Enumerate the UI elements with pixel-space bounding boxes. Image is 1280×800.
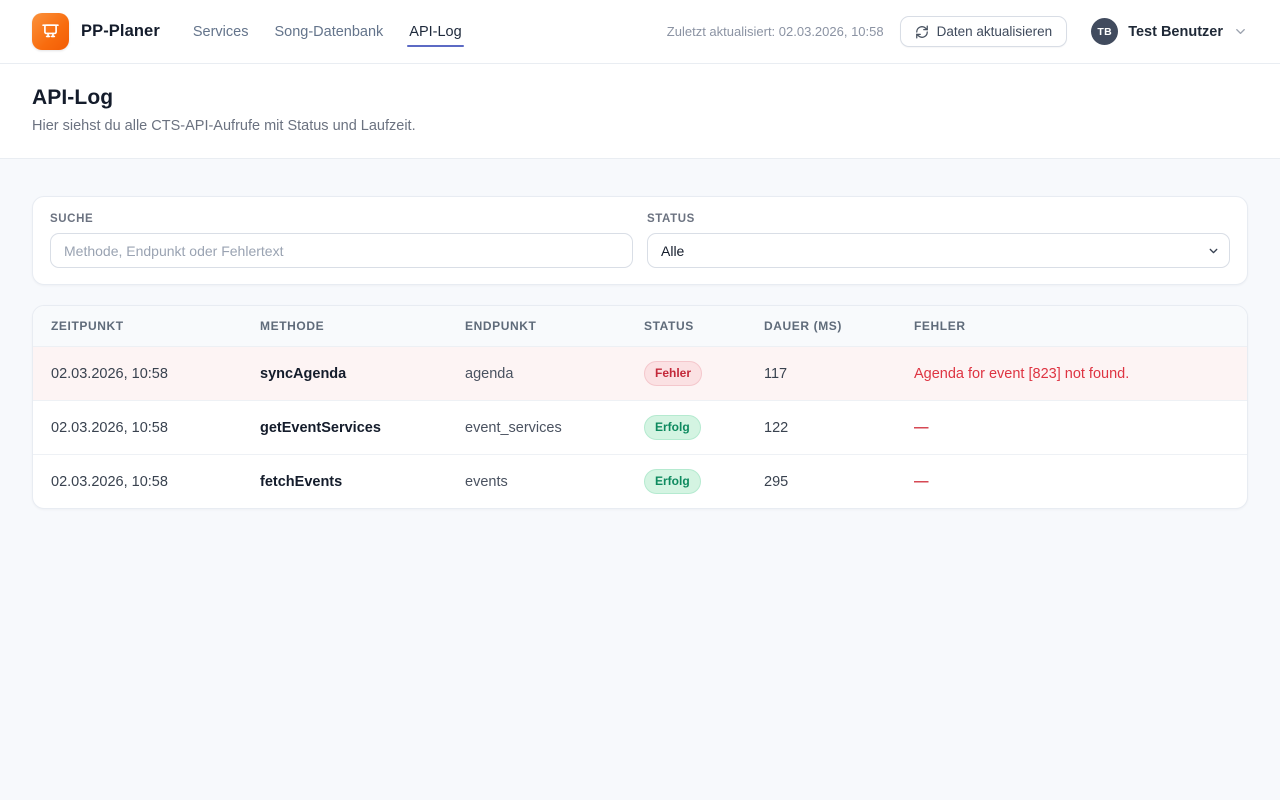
search-input[interactable] — [50, 233, 633, 268]
refresh-data-button[interactable]: Daten aktualisieren — [899, 16, 1068, 47]
page-title: API-Log — [32, 86, 114, 109]
cell-fehler: — — [914, 473, 929, 490]
col-fehler: FEHLER — [896, 306, 1247, 347]
status-field-group: STATUS Alle — [647, 213, 1230, 268]
table-body: 02.03.2026, 10:58 syncAgenda agenda Fehl… — [33, 346, 1247, 509]
nav-item-services[interactable]: Services — [192, 23, 249, 40]
refresh-icon — [915, 25, 928, 38]
topbar-right: Zuletzt aktualisiert: 02.03.2026, 10:58 … — [667, 16, 1248, 47]
cell-dauer: 117 — [746, 346, 896, 401]
col-dauer: DAUER (MS) — [746, 306, 896, 347]
search-label: SUCHE — [50, 213, 94, 225]
api-log-table-card: ZEITPUNKT METHODE ENDPUNKT STATUS DAUER … — [32, 305, 1248, 509]
col-zeitpunkt: ZEITPUNKT — [33, 306, 242, 347]
col-endpunkt: ENDPUNKT — [447, 306, 626, 347]
chevron-down-icon — [1236, 29, 1245, 34]
table-header: ZEITPUNKT METHODE ENDPUNKT STATUS DAUER … — [33, 306, 1247, 347]
cell-methode: fetchEvents — [260, 473, 343, 490]
cell-zeitpunkt: 02.03.2026, 10:58 — [33, 346, 242, 401]
brand-name: PP-Planer — [81, 22, 160, 40]
col-methode: METHODE — [242, 306, 447, 347]
status-badge: Erfolg — [644, 415, 701, 440]
cell-status: Erfolg — [626, 455, 746, 509]
status-select[interactable]: Alle — [647, 233, 1230, 268]
cell-zeitpunkt: 02.03.2026, 10:58 — [51, 473, 168, 490]
nav-item-song-datenbank[interactable]: Song-Datenbank — [274, 23, 384, 40]
filter-panel: SUCHE STATUS Alle — [32, 196, 1248, 285]
cell-methode: syncAgenda — [242, 346, 447, 401]
search-field-group: SUCHE — [50, 213, 633, 268]
cell-methode: getEventServices — [242, 400, 447, 455]
nav-item-api-log[interactable]: API-Log — [407, 0, 465, 63]
topbar: PP-Planer Services Song-Datenbank API-Lo… — [0, 0, 1280, 64]
main-content: SUCHE STATUS Alle ZEITPUNKT — [0, 159, 1280, 546]
api-log-table: ZEITPUNKT METHODE ENDPUNKT STATUS DAUER … — [33, 306, 1247, 508]
cell-fehler: Agenda for event [823] not found. — [896, 346, 1247, 401]
presentation-icon — [42, 24, 59, 38]
status-badge: Fehler — [644, 361, 703, 386]
cell-endpunkt: events — [465, 473, 508, 490]
cell-dauer: 122 — [746, 400, 896, 455]
col-status: STATUS — [626, 306, 746, 347]
refresh-button-label: Daten aktualisieren — [936, 24, 1053, 39]
user-name: Test Benutzer — [1128, 23, 1223, 40]
user-menu[interactable]: TB Test Benutzer — [1091, 18, 1248, 45]
cell-fehler: — — [896, 400, 1247, 455]
page-subtitle: Hier siehst du alle CTS-API-Aufrufe mit … — [32, 118, 416, 134]
avatar: TB — [1091, 18, 1119, 45]
cell-dauer: 295 — [764, 473, 789, 490]
table-row[interactable]: 02.03.2026, 10:58 getEventServices event… — [33, 400, 1247, 455]
table-row[interactable]: 02.03.2026, 10:58 syncAgenda agenda Fehl… — [33, 346, 1247, 401]
table-row[interactable]: 02.03.2026, 10:58 fetchEvents events Erf… — [33, 455, 1247, 509]
brand: PP-Planer — [32, 13, 160, 50]
status-select-wrap: Alle — [647, 233, 1230, 268]
cell-status: Fehler — [626, 346, 746, 401]
page-header: API-Log Hier siehst du alle CTS-API-Aufr… — [0, 64, 1280, 159]
cell-endpunkt: agenda — [447, 346, 626, 401]
last-updated-text: Zuletzt aktualisiert: 02.03.2026, 10:58 — [666, 24, 884, 39]
status-badge: Erfolg — [644, 469, 701, 494]
cell-status: Erfolg — [626, 400, 746, 455]
cell-zeitpunkt: 02.03.2026, 10:58 — [33, 400, 242, 455]
main-nav: Services Song-Datenbank API-Log — [192, 0, 465, 63]
status-label: STATUS — [647, 213, 695, 225]
app-logo[interactable] — [32, 13, 69, 50]
cell-endpunkt: event_services — [447, 400, 626, 455]
